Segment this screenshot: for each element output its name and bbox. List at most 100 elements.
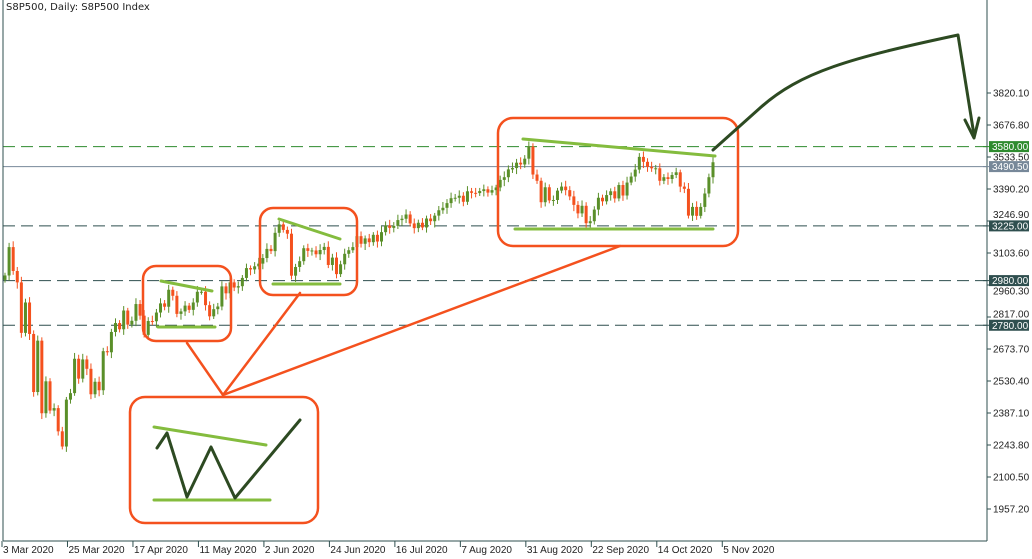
candle-bullish [253, 266, 257, 270]
candle-bearish [412, 223, 416, 229]
annotations [128, 33, 981, 525]
level-label: 2780.00 [992, 321, 1029, 332]
candle-bearish [564, 186, 568, 191]
candle-bullish [93, 381, 97, 395]
candle-bearish [531, 146, 535, 175]
candle-bullish [609, 191, 613, 196]
x-tick-label: 25 Mar 2020 [68, 545, 125, 556]
candle-bullish [68, 393, 72, 400]
candle-bullish [318, 250, 322, 255]
callout-line [185, 341, 225, 397]
y-tick-label: 2100.50 [993, 473, 1030, 484]
candle-bullish [240, 277, 244, 287]
pattern-box-1 [141, 264, 233, 343]
candle-bullish [425, 218, 429, 228]
candle-bearish [208, 305, 212, 317]
date-axis: 3 Mar 2020 25 Mar 2020 17 Apr 2020 11 May 2… [1, 541, 775, 556]
candle-bullish [216, 306, 220, 310]
y-tick-label: 3676.80 [993, 121, 1030, 132]
candle-bullish [711, 162, 715, 178]
candle-bearish [15, 270, 19, 283]
candle-bullish [122, 310, 126, 330]
pattern-box-2 [258, 206, 359, 297]
candle-bearish [539, 180, 543, 203]
candle-bearish [281, 224, 285, 230]
candle-bullish [7, 247, 11, 276]
candle-bearish [568, 190, 572, 197]
candle-bearish [519, 162, 523, 165]
level-label-bg [989, 220, 1029, 232]
candle-bullish [400, 218, 404, 221]
candle-bearish [32, 333, 36, 393]
y-tick-label: 1957.20 [993, 505, 1030, 516]
candle-bullish [257, 263, 261, 267]
x-tick-label: 3 Mar 2020 [3, 545, 54, 556]
candle-bearish [187, 305, 191, 310]
candle-bullish [404, 214, 408, 219]
candle-bullish [236, 286, 240, 288]
x-tick-label: 14 Oct 2020 [658, 545, 713, 556]
candle-bearish [461, 195, 465, 202]
candle-bullish [674, 172, 678, 175]
candle-bullish [154, 312, 158, 322]
candle-bearish [375, 234, 379, 242]
candle-bullish [101, 351, 105, 391]
arrowhead-icon [963, 116, 981, 140]
candle-bullish [457, 195, 461, 198]
candle-bullish [339, 264, 343, 275]
x-tick-label: 5 Nov 2020 [723, 545, 775, 556]
candle-bullish [212, 309, 216, 317]
candle-bearish [85, 359, 89, 369]
level-label-bg [989, 141, 1029, 153]
candle-bearish [572, 196, 576, 205]
candle-bullish [109, 331, 113, 353]
candles [3, 141, 715, 452]
candle-bullish [179, 311, 183, 314]
candle-bullish [322, 246, 326, 251]
candle-bullish [36, 340, 40, 393]
candle-bullish [510, 168, 514, 170]
candle-bearish [474, 192, 478, 194]
candle-bullish [81, 359, 85, 379]
candle-bullish [191, 302, 195, 310]
candle-bullish [146, 321, 150, 335]
candle-bullish [265, 248, 269, 259]
candle-bearish [77, 358, 81, 379]
candle-bullish [633, 169, 637, 177]
candle-bullish [130, 320, 134, 325]
candle-bullish [396, 220, 400, 226]
y-tick-label: 2673.70 [993, 345, 1030, 356]
candle-bullish [445, 203, 449, 208]
x-tick-label: 11 May 2020 [199, 545, 257, 556]
candle-bullish [392, 225, 396, 228]
candle-bullish [502, 177, 506, 180]
pattern-box-3 [496, 116, 740, 248]
candle-bullish [527, 146, 531, 159]
candle-bearish [486, 189, 490, 193]
level-label-bg [989, 275, 1029, 287]
pattern-zoom-box [128, 395, 320, 525]
candle-bullish [637, 156, 641, 170]
resistance-line [521, 137, 717, 158]
candle-bullish [478, 191, 482, 194]
candle-bullish [490, 190, 494, 193]
y-tick-label: 2387.10 [993, 409, 1030, 420]
candle-bullish [551, 199, 555, 201]
candle-bullish [199, 291, 203, 293]
candle-bearish [232, 282, 236, 288]
candle-bullish [244, 268, 248, 278]
y-tick-label: 3246.90 [993, 210, 1030, 221]
candle-bullish [433, 215, 437, 222]
candle-bearish [613, 191, 617, 199]
y-tick-label: 3103.60 [993, 249, 1030, 260]
candle-bullish [555, 190, 559, 200]
candle-bullish [670, 174, 674, 179]
candle-bullish [629, 176, 633, 183]
candle-bullish [506, 169, 510, 178]
candle-bullish [498, 179, 502, 188]
x-tick-label: 7 Aug 2020 [461, 545, 512, 556]
candle-bearish [289, 233, 293, 276]
candle-bullish [605, 195, 609, 202]
candle-bearish [171, 289, 175, 296]
